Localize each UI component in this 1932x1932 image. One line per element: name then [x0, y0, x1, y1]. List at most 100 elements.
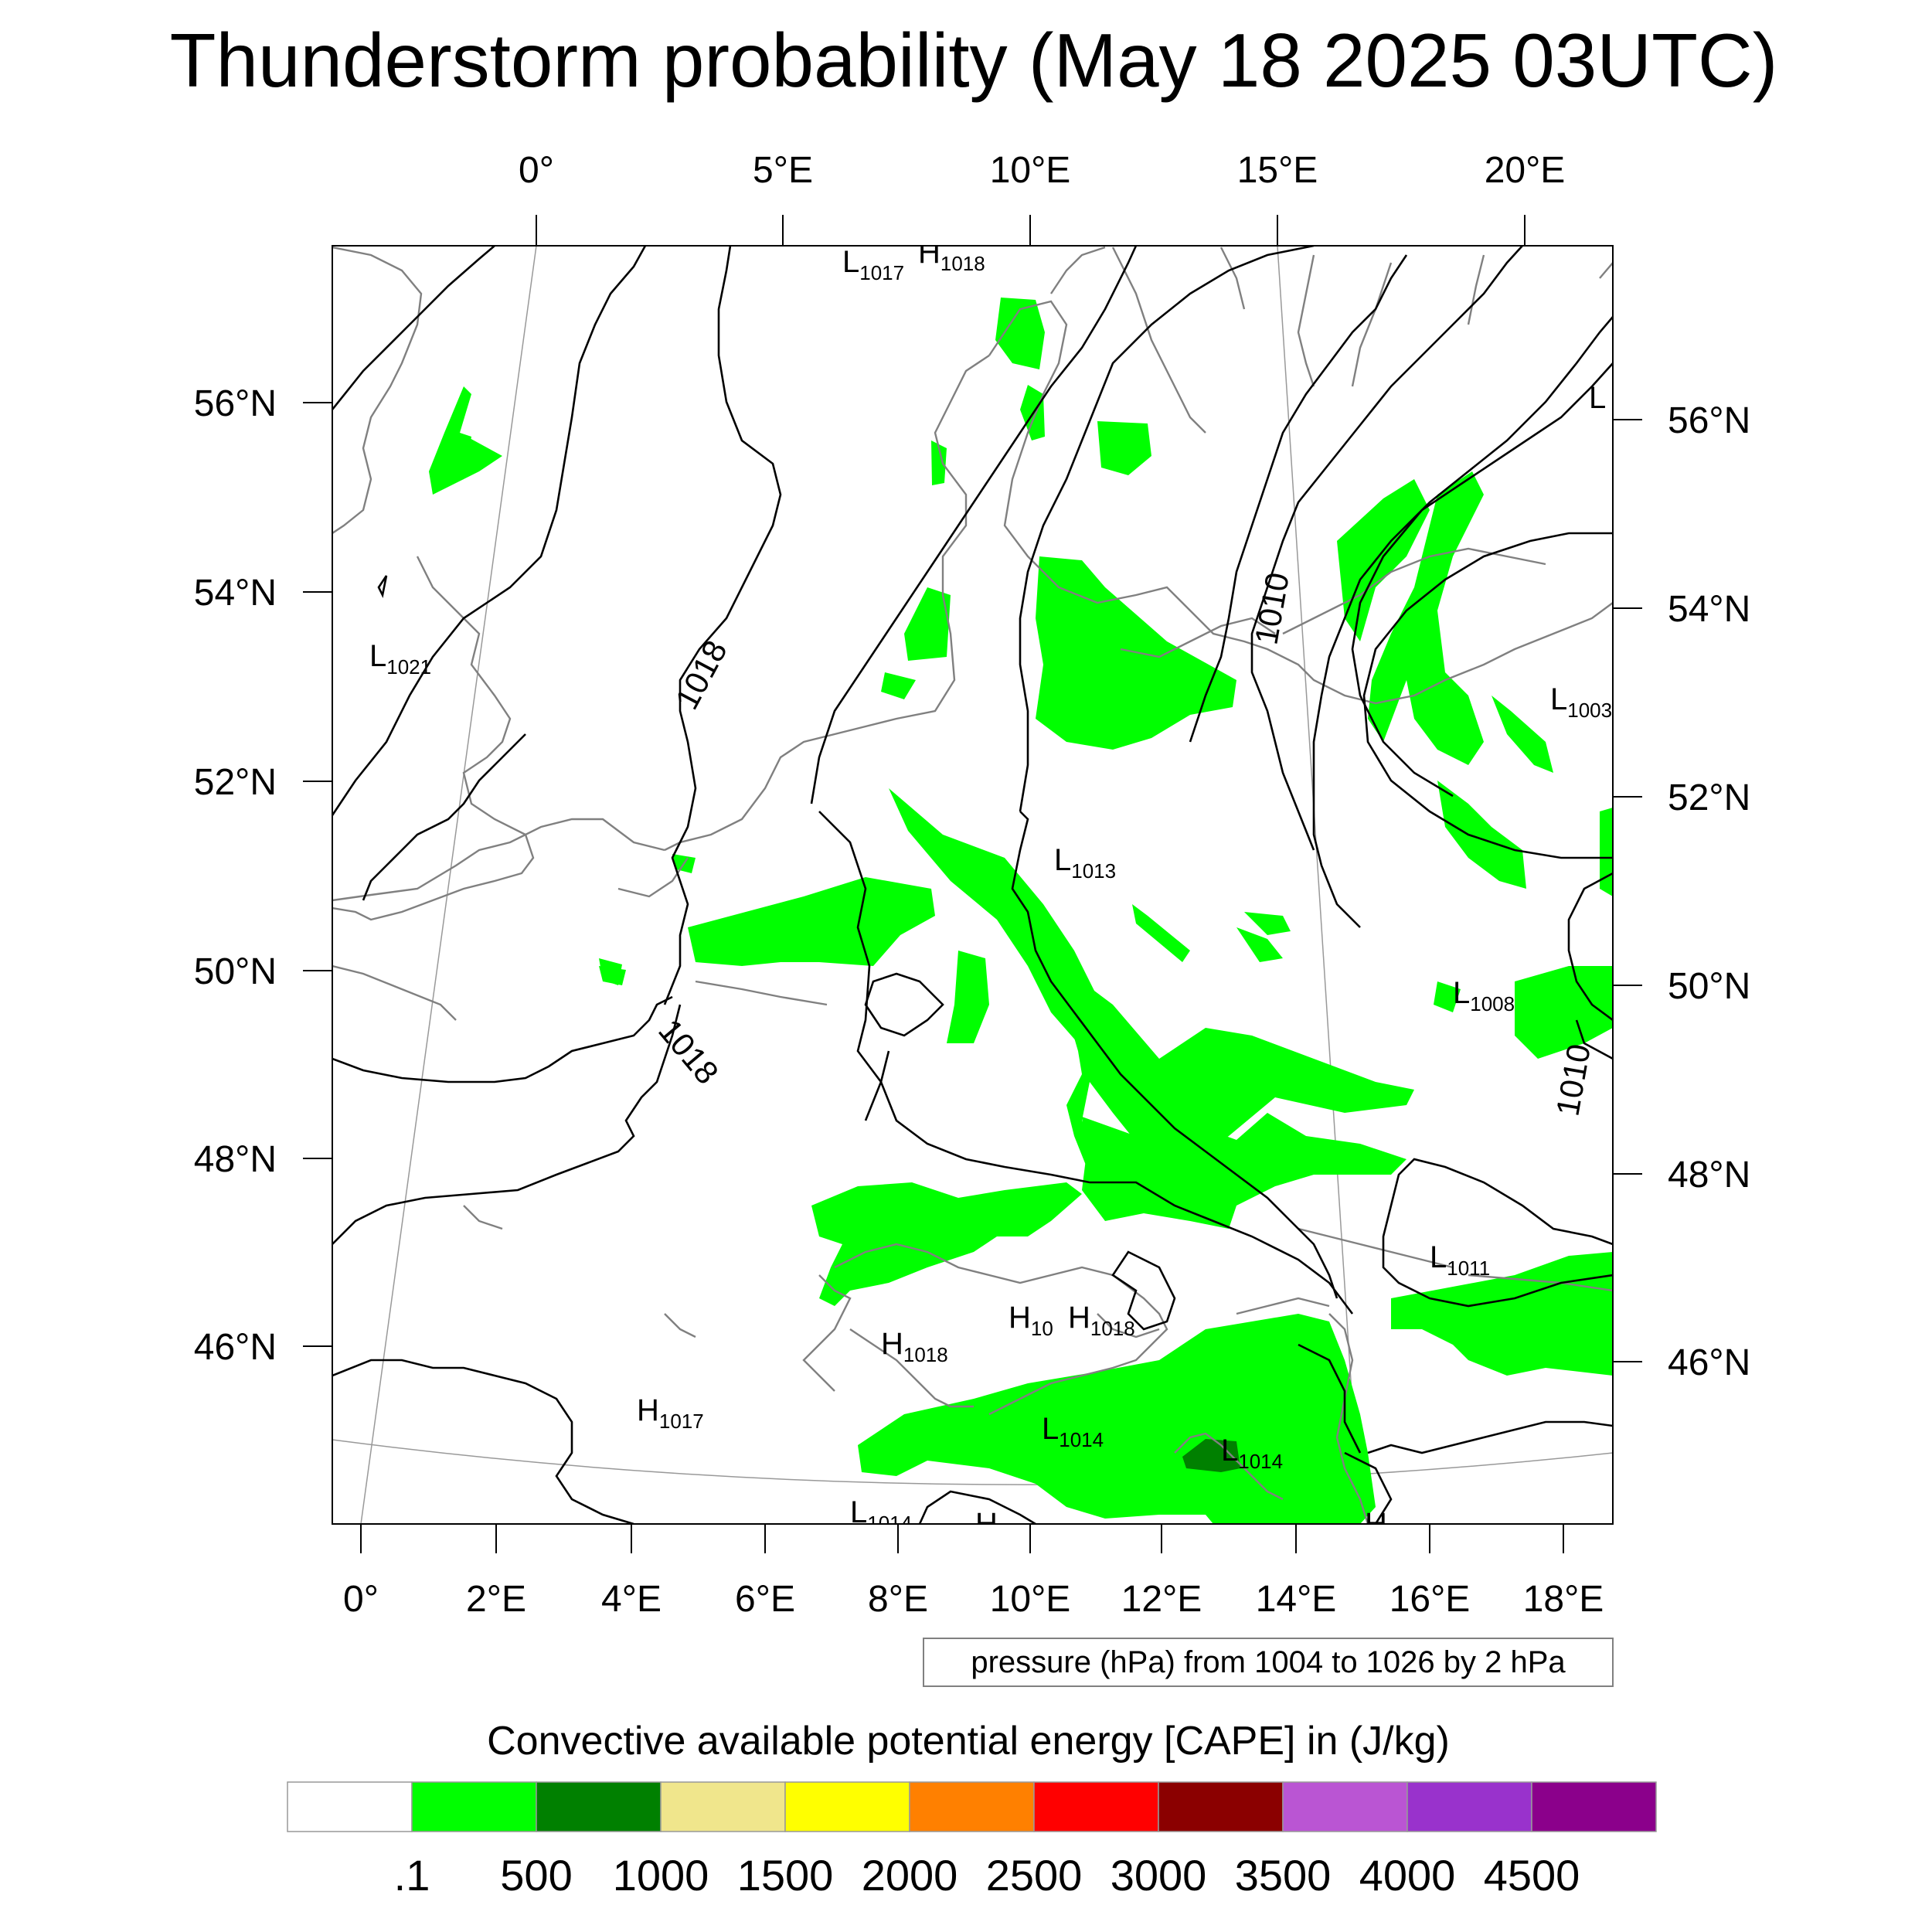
colorbar-label: .1 — [394, 1851, 430, 1900]
figure-title: Thunderstorm probability (May 18 2025 03… — [170, 18, 1778, 103]
bottom-lon-label: 12°E — [1121, 1579, 1202, 1620]
cape-legend: Convective available potential energy [C… — [287, 1719, 1657, 1900]
cape-area — [881, 672, 916, 699]
pressure-info-text: pressure (hPa) from 1004 to 1026 by 2 hP… — [971, 1645, 1566, 1679]
colorbar-swatch — [784, 1781, 910, 1832]
colorbar-label: 4000 — [1359, 1851, 1456, 1900]
cape-core-area — [1182, 1439, 1240, 1472]
cape-area — [1600, 808, 1613, 896]
colorbar-label: 3500 — [1235, 1851, 1332, 1900]
map-area: 1018 1018 1010 1010 L1017 H1018 L1021 L1… — [332, 236, 1614, 1541]
cape-area — [599, 958, 622, 985]
colorbar-label: 4500 — [1484, 1851, 1580, 1900]
bottom-lon-label: 4°E — [601, 1579, 662, 1620]
colorbar-swatch — [1033, 1781, 1159, 1832]
colorbar-swatch — [1406, 1781, 1532, 1832]
cape-area — [688, 877, 935, 966]
colorbar-swatch — [1531, 1781, 1657, 1832]
pressure-center: H1018 — [918, 236, 985, 275]
cape-area — [1132, 904, 1190, 962]
pressure-center: L — [1589, 381, 1606, 415]
top-lon-label: 10°E — [990, 150, 1071, 191]
pressure-center: H — [975, 1507, 998, 1541]
pressure-center: H1017 — [637, 1393, 704, 1433]
cape-area — [433, 429, 471, 487]
left-latitude-axis: 56°N 54°N 52°N 50°N 48°N 46°N — [194, 383, 332, 1368]
pressure-center: H10 — [1009, 1301, 1053, 1340]
cape-area — [995, 298, 1045, 369]
legend-title: Convective available potential energy [C… — [487, 1719, 1450, 1764]
pressure-center: L1014 — [850, 1495, 912, 1535]
bottom-lon-label: 14°E — [1256, 1579, 1337, 1620]
coastlines — [332, 246, 1613, 1524]
pressure-center: L1008 — [1453, 976, 1515, 1015]
cape-area — [1492, 696, 1553, 773]
colorbar-label: 2500 — [986, 1851, 1083, 1900]
right-lat-label: 50°N — [1668, 966, 1750, 1007]
right-lat-label: 54°N — [1668, 589, 1750, 630]
cape-area — [889, 788, 1101, 1043]
colorbar-labels: .1 500 1000 1500 2000 2500 3000 3500 4000 4500 — [394, 1851, 1580, 1900]
pressure-center: L1017 — [842, 245, 904, 284]
bottom-lon-label: 10°E — [990, 1579, 1071, 1620]
top-lon-label: 20°E — [1485, 150, 1566, 191]
colorbar-label: 3000 — [1111, 1851, 1207, 1900]
top-longitude-axis: 0° 5°E 10°E 15°E 20°E — [519, 150, 1565, 246]
colorbar-swatch — [536, 1781, 662, 1832]
top-lon-label: 5°E — [753, 150, 813, 191]
cape-area — [1434, 981, 1461, 1012]
pressure-info-box: pressure (hPa) from 1004 to 1026 by 2 hP… — [923, 1638, 1614, 1687]
colorbar-swatch — [660, 1781, 786, 1832]
pressure-center: L1014 — [1042, 1412, 1104, 1451]
pressure-centers: L1017 H1018 L1021 L1013 L1003 L1008 L101… — [369, 236, 1612, 1541]
bottom-lon-label: 0° — [343, 1579, 379, 1620]
top-lon-label: 15°E — [1237, 150, 1318, 191]
right-lat-label: 52°N — [1668, 777, 1750, 818]
left-lat-label: 56°N — [194, 383, 277, 424]
pressure-center: H — [1365, 1507, 1387, 1541]
graticule — [332, 246, 1613, 1524]
right-lat-label: 48°N — [1668, 1155, 1750, 1196]
pressure-center: H1018 — [1068, 1301, 1135, 1340]
cape-area — [931, 440, 947, 485]
cape-area — [1244, 912, 1291, 935]
right-latitude-axis: 56°N 54°N 52°N 50°N 48°N 46°N — [1613, 400, 1750, 1383]
isobars — [332, 246, 1613, 1524]
left-lat-label: 54°N — [194, 573, 277, 614]
cape-area — [1368, 471, 1484, 765]
left-lat-label: 48°N — [194, 1139, 277, 1180]
bottom-lon-label: 18°E — [1523, 1579, 1604, 1620]
cape-area — [811, 1182, 1082, 1306]
pressure-center: L1011 — [1430, 1240, 1490, 1280]
colorbar-label: 1000 — [613, 1851, 709, 1900]
pressure-center: L1013 — [1054, 843, 1116, 883]
colorbar-label: 2000 — [862, 1851, 958, 1900]
colorbar-swatch — [1158, 1781, 1284, 1832]
cape-area — [1515, 966, 1613, 1059]
left-lat-label: 52°N — [194, 762, 277, 803]
bottom-lon-label: 2°E — [466, 1579, 526, 1620]
cape-area — [1236, 927, 1283, 962]
pressure-center: L1014 — [1221, 1434, 1283, 1473]
cape-area — [947, 951, 989, 1043]
right-lat-label: 56°N — [1668, 400, 1750, 441]
left-lat-label: 50°N — [194, 951, 277, 992]
right-lat-label: 46°N — [1668, 1342, 1750, 1383]
cape-area — [1097, 421, 1151, 475]
colorbar-label: 1500 — [737, 1851, 834, 1900]
colorbar-swatch — [411, 1781, 537, 1832]
bottom-lon-label: 16°E — [1389, 1579, 1471, 1620]
colorbar-swatch — [287, 1781, 413, 1832]
colorbar — [287, 1781, 1657, 1832]
pressure-center: L1021 — [369, 639, 431, 679]
bottom-lon-label: 6°E — [735, 1579, 795, 1620]
bottom-lon-label: 8°E — [868, 1579, 928, 1620]
top-lon-label: 0° — [519, 150, 554, 191]
cape-area — [904, 587, 951, 661]
colorbar-swatch — [1282, 1781, 1408, 1832]
cape-area — [1437, 781, 1526, 889]
bottom-longitude-axis: 0° 2°E 4°E 6°E 8°E 10°E 12°E 14°E 16°E 1… — [343, 1524, 1604, 1620]
pressure-center: L1003 — [1550, 682, 1612, 722]
pressure-center: H1018 — [881, 1327, 948, 1366]
